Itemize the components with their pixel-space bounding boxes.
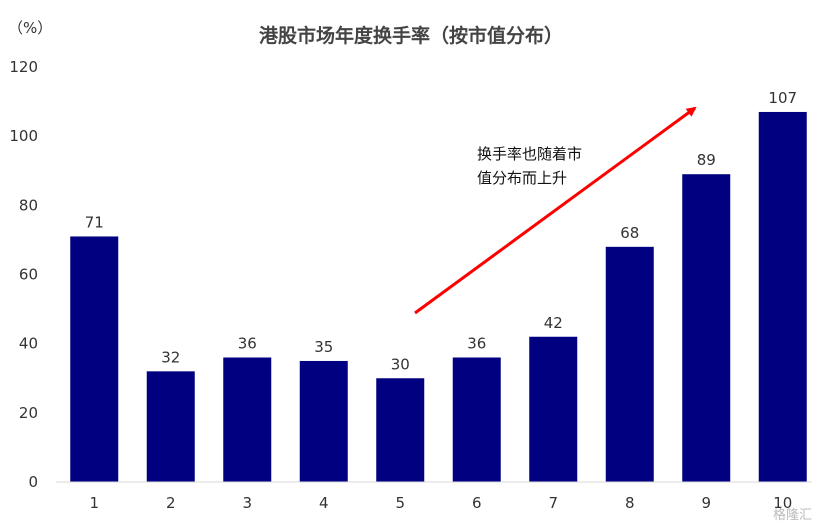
data-label: 32 <box>161 348 180 366</box>
bar <box>682 174 731 483</box>
bar <box>605 246 654 482</box>
data-label: 30 <box>391 355 410 373</box>
annotation-line-2: 值分布而上升 <box>477 169 567 187</box>
bar <box>452 357 501 482</box>
watermark: 格隆汇 <box>773 507 812 523</box>
data-label: 42 <box>544 314 563 332</box>
y-tick-label: 100 <box>9 127 38 145</box>
y-tick-label: 80 <box>19 196 38 214</box>
x-tick-label: 3 <box>242 494 252 512</box>
x-tick-label: 4 <box>319 494 329 512</box>
y-axis-ticks: 0 20 40 60 80 100 120 <box>9 58 38 491</box>
data-label: 68 <box>620 224 639 242</box>
x-tick-label: 9 <box>701 494 711 512</box>
bar <box>299 360 348 482</box>
y-tick-label: 120 <box>9 58 38 76</box>
data-label: 36 <box>467 335 486 353</box>
chart-title: 港股市场年度换手率（按市值分布） <box>259 24 563 47</box>
data-label: 36 <box>238 335 257 353</box>
x-tick-label: 10 <box>773 494 792 512</box>
x-tick-label: 6 <box>472 494 482 512</box>
y-tick-label: 20 <box>19 404 38 422</box>
x-tick-label: 2 <box>166 494 176 512</box>
x-tick-label: 7 <box>548 494 558 512</box>
trend-arrow <box>414 106 697 315</box>
x-tick-label: 8 <box>625 494 635 512</box>
data-label: 71 <box>85 213 104 231</box>
bar <box>376 378 425 482</box>
x-axis-ticks: 1 2 3 4 5 6 7 8 9 10 <box>89 494 792 512</box>
data-label: 35 <box>314 338 333 356</box>
annotation-line-1: 换手率也随着市 <box>477 145 582 163</box>
bar <box>70 236 119 482</box>
data-labels: 71 32 36 35 30 36 42 68 89 107 <box>85 89 797 373</box>
bar <box>529 336 578 482</box>
bar <box>223 357 272 482</box>
y-tick-label: 40 <box>19 335 38 353</box>
y-unit-label: （%） <box>8 19 52 37</box>
bar <box>146 371 195 482</box>
data-label: 107 <box>768 89 797 107</box>
x-tick-label: 5 <box>395 494 405 512</box>
x-tick-label: 1 <box>89 494 99 512</box>
bars <box>70 111 807 483</box>
data-label: 89 <box>697 151 716 169</box>
bar <box>758 111 807 482</box>
y-tick-label: 0 <box>28 473 38 491</box>
y-tick-label: 60 <box>19 266 38 284</box>
